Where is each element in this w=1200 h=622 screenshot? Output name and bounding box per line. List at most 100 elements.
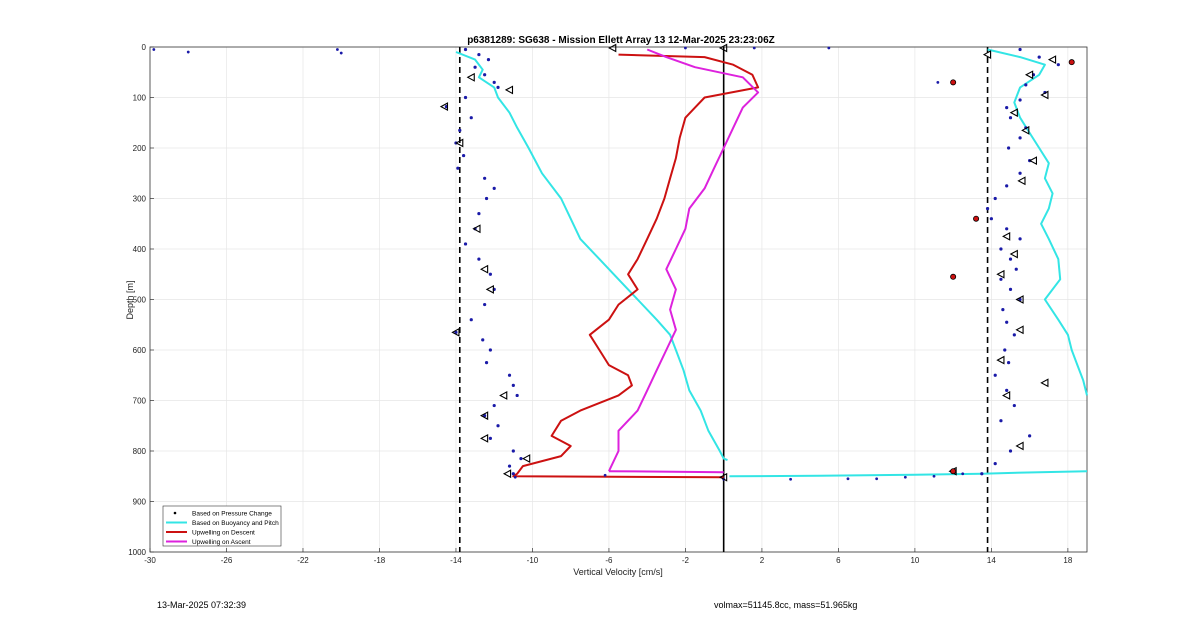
triangle-marker xyxy=(996,269,1005,279)
triangle-marker xyxy=(451,327,460,337)
based-on-pressure-change-point xyxy=(752,46,756,50)
legend-swatch-based-on-pressure-change xyxy=(173,511,177,515)
based-on-pressure-change-point xyxy=(789,477,793,481)
triangle-marker xyxy=(1021,125,1030,135)
highlight-marker xyxy=(950,79,957,86)
based-on-pressure-change-point xyxy=(488,272,492,276)
based-on-pressure-change-point xyxy=(1018,171,1022,175)
triangle-marker xyxy=(504,85,514,95)
based-on-pressure-change-point xyxy=(936,80,940,84)
triangle-marker xyxy=(1040,378,1049,388)
triangle-marker xyxy=(522,454,531,463)
x-tick-label: -10 xyxy=(527,556,539,565)
based-on-pressure-change-point xyxy=(993,196,997,201)
upwelling-on-descent-line xyxy=(512,53,760,479)
based-on-pressure-change-point xyxy=(1012,403,1016,408)
based-on-pressure-change-point xyxy=(511,449,515,453)
based-on-pressure-change-point xyxy=(993,462,997,466)
based-on-pressure-change-point xyxy=(1008,449,1013,453)
x-tick-label: 18 xyxy=(1063,556,1072,565)
highlight-marker xyxy=(973,215,980,222)
based-on-pressure-change-point xyxy=(1018,136,1022,140)
y-tick-label: 800 xyxy=(133,447,147,456)
y-tick-label: 200 xyxy=(133,144,147,153)
triangle-marker xyxy=(479,264,489,274)
legend-label-upwelling-on-descent: Upwelling on Descent xyxy=(192,529,255,536)
triangle-marker xyxy=(1015,325,1024,335)
highlight-marker xyxy=(950,273,957,280)
triangle-marker xyxy=(479,433,489,443)
highlight-marker xyxy=(1068,59,1075,66)
legend-label-based-on-buoyancy-and-pitch: Based on Buoyancy and Pitch xyxy=(192,520,279,527)
triangle-marker xyxy=(1015,295,1024,304)
based-on-pressure-change-point xyxy=(496,85,500,89)
x-tick-label: -22 xyxy=(297,556,309,565)
triangle-marker xyxy=(996,355,1005,365)
x-tick-label: -18 xyxy=(374,556,386,565)
triangle-marker xyxy=(1040,90,1049,100)
based-on-pressure-change-point xyxy=(511,472,515,476)
triangle-marker xyxy=(719,472,728,482)
triangle-marker xyxy=(1015,441,1024,451)
triangle-marker xyxy=(466,72,475,82)
legend-label-based-on-pressure-change: Based on Pressure Change xyxy=(192,510,272,517)
footer-volmax-mass: volmax=51145.8cc, mass=51.965kg xyxy=(714,600,858,610)
data-series xyxy=(152,43,1088,552)
based-on-pressure-change-point xyxy=(483,176,487,180)
y-tick-label: 900 xyxy=(133,498,147,507)
based-on-pressure-change-point xyxy=(932,474,936,478)
y-tick-label: 1000 xyxy=(128,548,146,557)
based-on-pressure-change-point xyxy=(454,330,458,334)
legend: Based on Pressure Change Based on Buoyanc… xyxy=(162,505,282,547)
based-on-pressure-change-point xyxy=(1012,333,1016,337)
y-tick-label: 400 xyxy=(133,245,147,254)
triangle-marker xyxy=(719,43,728,53)
based-on-pressure-change-point xyxy=(980,472,984,476)
x-tick-label: 6 xyxy=(836,556,841,565)
based-on-pressure-change-point xyxy=(1008,257,1013,261)
triangle-marker xyxy=(479,411,489,421)
x-tick-label: -2 xyxy=(682,556,690,565)
based-on-pressure-change-point xyxy=(492,186,496,190)
based-on-pressure-change-point xyxy=(1001,308,1005,312)
based-on-pressure-change-point xyxy=(1008,287,1013,291)
y-tick-label: 700 xyxy=(133,397,147,406)
based-on-pressure-change-point xyxy=(486,58,491,62)
based-on-pressure-change-point xyxy=(483,302,487,307)
based-on-pressure-change-point xyxy=(1006,146,1011,150)
based-on-pressure-change-point xyxy=(1005,106,1009,110)
based-on-pressure-change-point xyxy=(463,47,468,52)
based-on-pressure-change-point xyxy=(507,373,512,377)
y-tick-label: 600 xyxy=(133,346,147,355)
triangle-marker xyxy=(1009,249,1018,259)
triangle-marker xyxy=(1028,156,1038,166)
based-on-pressure-change-point xyxy=(339,51,343,55)
based-on-pressure-change-point xyxy=(1037,55,1041,59)
y-tick-label: 0 xyxy=(142,43,147,52)
legend-box xyxy=(162,505,282,547)
triangle-marker xyxy=(1002,231,1011,241)
triangle-marker xyxy=(499,391,508,400)
y-axis-label: Depth [m] xyxy=(125,280,135,319)
triangle-marker xyxy=(485,284,494,294)
based-on-pressure-change-point xyxy=(875,477,879,481)
upwelling-on-ascent-line xyxy=(608,470,724,474)
based-on-pressure-change-point xyxy=(186,50,190,54)
triangle-marker xyxy=(472,224,481,234)
based-on-pressure-change-point xyxy=(484,196,489,201)
based-on-pressure-change-point xyxy=(519,456,523,461)
based-on-pressure-change-point xyxy=(469,116,473,120)
based-on-pressure-change-point xyxy=(483,414,487,418)
based-on-pressure-change-point xyxy=(1018,47,1022,52)
triangle-marker xyxy=(1024,70,1034,80)
highlight-marker xyxy=(950,468,957,475)
based-on-pressure-change-point xyxy=(477,212,481,216)
based-on-pressure-change-point xyxy=(473,65,477,69)
x-tick-label: 2 xyxy=(760,556,765,565)
based-on-pressure-change-point xyxy=(511,383,515,387)
based-on-pressure-change-point xyxy=(1018,237,1022,241)
based-on-buoyancy-and-pitch-line xyxy=(987,48,1088,396)
based-on-pressure-change-point xyxy=(483,73,487,77)
based-on-pressure-change-point xyxy=(462,153,466,158)
based-on-pressure-change-point xyxy=(846,477,850,481)
